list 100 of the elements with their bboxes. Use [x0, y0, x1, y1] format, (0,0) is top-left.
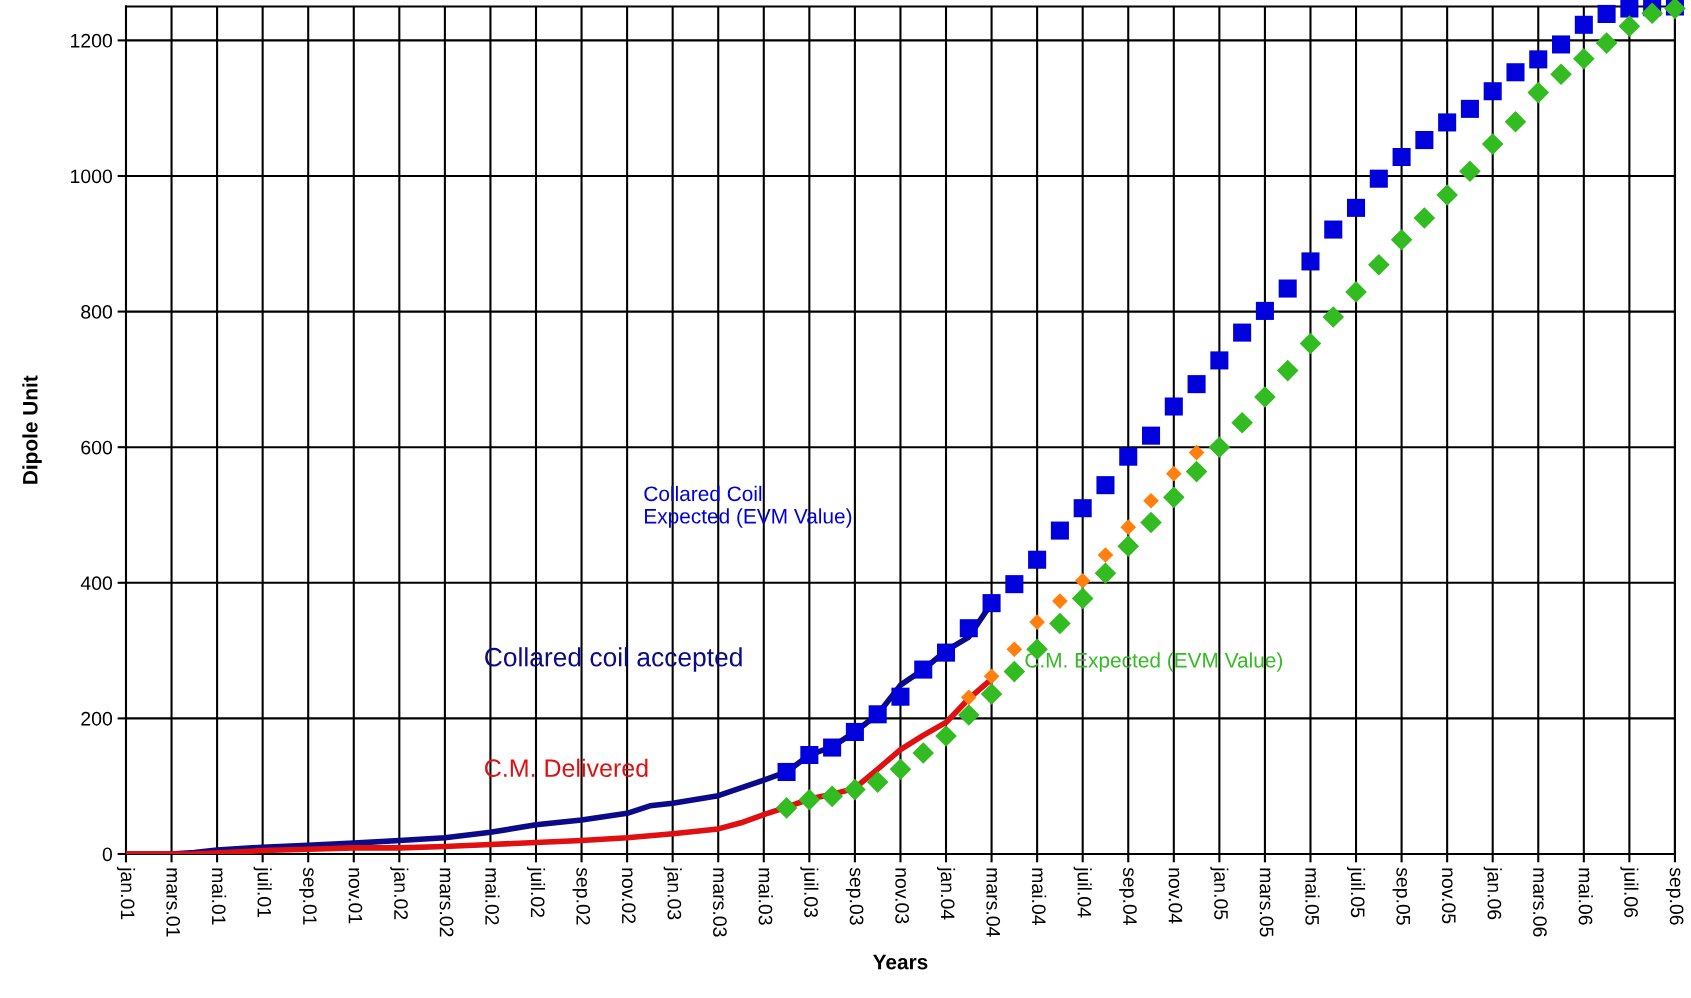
point — [1006, 641, 1023, 658]
point — [935, 725, 957, 747]
point — [1459, 160, 1481, 183]
point — [1620, 0, 1639, 18]
x-tick-label: sep.05 — [1392, 867, 1411, 925]
x-tick-label: mai.03 — [758, 868, 773, 925]
point — [1028, 550, 1047, 569]
point — [1345, 281, 1367, 303]
point — [1255, 301, 1274, 320]
y-tick-label: 600 — [81, 440, 113, 455]
y-tick-label: 1000 — [71, 169, 113, 184]
x-tick-label: mars.05 — [1259, 868, 1274, 937]
x-tick-label: juil.01 — [253, 866, 272, 918]
point — [1299, 332, 1322, 355]
x-tick-label: mars.02 — [439, 868, 454, 937]
point — [1071, 587, 1094, 610]
point — [777, 762, 796, 781]
point — [1529, 50, 1548, 69]
point — [823, 738, 842, 757]
x-tick-label: mai.05 — [1305, 868, 1320, 925]
y-tick-label: 1200 — [71, 33, 113, 48]
point — [1597, 4, 1616, 23]
y-tick-label: 400 — [80, 576, 113, 591]
point — [1527, 81, 1550, 104]
point — [844, 778, 866, 801]
point — [1618, 15, 1641, 37]
x-tick-label: jan.01 — [116, 866, 136, 920]
x-tick-label: mars.03 — [713, 868, 727, 937]
y-axis-title: Dipole Unit — [22, 375, 42, 484]
point — [1641, 2, 1663, 25]
y-tick-label: 800 — [81, 305, 113, 319]
point — [1347, 198, 1366, 217]
x-axis-title: Years — [873, 954, 928, 970]
point — [1595, 32, 1618, 54]
point — [1165, 465, 1182, 482]
point — [1050, 521, 1069, 540]
x-tick-label: mars.04 — [986, 868, 1001, 937]
point — [1120, 519, 1137, 536]
x-tick-label: mai.06 — [1578, 868, 1593, 925]
point — [1187, 375, 1206, 394]
point — [1574, 15, 1593, 34]
x-tick-label: nov.01 — [348, 868, 363, 924]
point — [1052, 593, 1068, 609]
point — [891, 687, 910, 706]
point — [1413, 207, 1436, 229]
x-tick-label: mars.01 — [166, 868, 181, 937]
x-tick-label: juil.04 — [1073, 866, 1092, 918]
y-tick-label: 200 — [81, 711, 113, 726]
point — [1142, 426, 1161, 445]
point — [1163, 486, 1185, 509]
point — [1436, 184, 1458, 206]
x-tick-label: nov.03 — [895, 868, 910, 924]
point — [1073, 499, 1092, 518]
point — [936, 643, 956, 662]
x-tick-label: sep.02 — [572, 867, 591, 925]
point — [845, 722, 864, 741]
point — [1029, 614, 1045, 630]
point — [1368, 254, 1390, 276]
point — [1210, 351, 1229, 370]
x-tick-label: nov.04 — [1168, 868, 1183, 924]
x-tick-label: nov.05 — [1441, 868, 1456, 924]
x-tick-label: jan.02 — [390, 866, 409, 920]
point — [1504, 110, 1527, 133]
point — [1483, 82, 1502, 101]
point — [957, 704, 980, 726]
x-tick-label: juil.02 — [526, 866, 546, 918]
point — [1415, 131, 1434, 150]
x-tick-label: mai.01 — [211, 868, 227, 925]
point — [1390, 228, 1413, 251]
point — [1481, 133, 1504, 155]
point — [889, 758, 912, 781]
point — [1185, 460, 1208, 483]
point — [914, 660, 933, 679]
point — [1119, 447, 1138, 466]
point — [1074, 572, 1091, 589]
point — [1117, 535, 1140, 557]
point — [1438, 113, 1457, 132]
point — [1188, 444, 1205, 461]
point — [1143, 492, 1159, 509]
point — [982, 594, 1001, 613]
point — [1276, 359, 1299, 382]
x-tick-label: juil.03 — [800, 866, 819, 918]
point — [1278, 279, 1297, 298]
x-tick-label: juil.06 — [1620, 866, 1639, 918]
point — [1369, 169, 1388, 188]
point — [983, 668, 1000, 685]
point — [1140, 511, 1162, 534]
x-tick-label: jan.04 — [936, 866, 956, 920]
point — [1208, 436, 1231, 458]
point — [980, 683, 1003, 705]
point — [1094, 562, 1117, 585]
point — [1573, 47, 1595, 70]
point — [1005, 575, 1024, 594]
point — [800, 745, 819, 765]
point — [1233, 323, 1252, 342]
x-tick-label: sep.03 — [845, 867, 864, 925]
x-tick-label: sep.01 — [299, 867, 317, 925]
point — [1231, 411, 1253, 434]
y-tick-label: 0 — [102, 847, 113, 862]
point — [1097, 547, 1114, 563]
